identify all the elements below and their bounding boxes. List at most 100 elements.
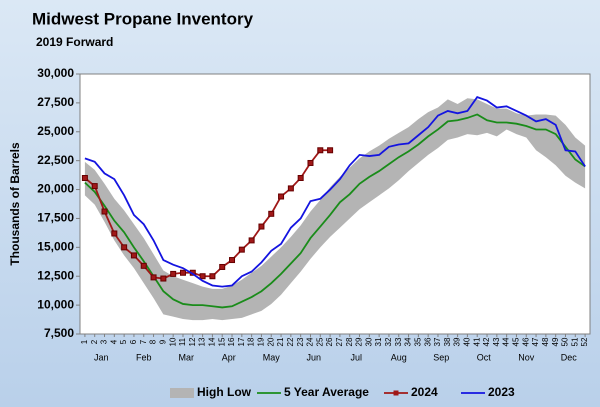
x-tick-label: 49 — [551, 337, 560, 346]
x-tick-label: 23 — [296, 337, 305, 346]
series-marker — [248, 237, 255, 244]
month-label: Aug — [391, 352, 407, 362]
x-tick-label: 31 — [374, 337, 383, 346]
x-tick-label: 43 — [492, 337, 501, 346]
x-tick-label: 15 — [217, 337, 226, 346]
y-tick-label: 25,000 — [37, 124, 74, 138]
x-tick-label: 50 — [561, 337, 570, 346]
y-tick-label: 10,000 — [37, 297, 74, 311]
x-tick-label: 8 — [149, 339, 158, 344]
x-tick-label: 17 — [237, 337, 246, 346]
x-tick-label: 16 — [227, 337, 236, 346]
series-marker — [268, 210, 275, 217]
x-tick-label: 3 — [100, 339, 109, 344]
x-tick-label: 10 — [168, 337, 177, 346]
x-tick-label: 22 — [286, 337, 295, 346]
series-marker — [238, 246, 245, 253]
series-marker — [160, 275, 167, 282]
x-tick-label: 40 — [463, 337, 472, 346]
x-tick-label: 52 — [580, 337, 589, 346]
series-marker — [140, 262, 147, 269]
x-tick-label: 27 — [335, 337, 344, 346]
x-tick-label: 14 — [208, 337, 217, 346]
x-tick-label: 37 — [433, 337, 442, 346]
x-tick-label: 21 — [276, 337, 285, 346]
series-marker — [258, 223, 265, 230]
y-tick-label: 20,000 — [37, 182, 74, 196]
month-label: Dec — [561, 352, 578, 362]
series-marker — [209, 273, 216, 280]
x-tick-label: 48 — [541, 337, 550, 346]
month-label: Mar — [179, 352, 195, 362]
x-tick-label: 20 — [266, 337, 275, 346]
legend-swatch — [393, 390, 399, 396]
y-tick-label: 7,500 — [44, 326, 74, 340]
y-tick-label: 30,000 — [37, 66, 74, 80]
y-tick-label: 27,500 — [37, 95, 74, 109]
series-marker — [101, 208, 108, 215]
x-tick-label: 24 — [306, 337, 315, 346]
x-tick-label: 35 — [413, 337, 422, 346]
series-marker — [121, 244, 128, 251]
y-axis-label: Thousands of Barrels — [8, 142, 22, 266]
x-tick-label: 47 — [531, 337, 540, 346]
legend-label: High Low — [197, 385, 252, 399]
x-tick-label: 44 — [502, 337, 511, 346]
series-marker — [229, 257, 236, 264]
y-tick-label: 17,500 — [37, 211, 74, 225]
month-label: Apr — [222, 352, 236, 362]
x-tick-label: 5 — [119, 339, 128, 344]
x-tick-label: 45 — [512, 337, 521, 346]
x-tick-label: 36 — [423, 337, 432, 346]
x-tick-label: 9 — [158, 339, 167, 344]
x-tick-label: 7 — [139, 339, 148, 344]
chart-title: Midwest Propane Inventory — [32, 9, 254, 28]
series-marker — [179, 269, 186, 276]
legend-label: 2023 — [488, 385, 515, 399]
x-tick-label: 6 — [129, 339, 138, 344]
x-tick-label: 11 — [178, 337, 187, 346]
month-label: Nov — [518, 352, 535, 362]
x-tick-label: 46 — [521, 337, 530, 346]
x-tick-label: 1 — [80, 339, 89, 344]
x-tick-label: 29 — [355, 337, 364, 346]
series-marker — [81, 175, 88, 181]
y-tick-label: 12,500 — [37, 268, 74, 282]
x-tick-label: 26 — [325, 337, 334, 346]
x-tick-label: 38 — [443, 337, 452, 346]
x-tick-label: 34 — [404, 337, 413, 346]
series-marker — [297, 175, 304, 181]
x-tick-label: 41 — [472, 337, 481, 346]
month-label: Sep — [433, 352, 449, 362]
series-marker — [219, 263, 226, 270]
legend-label: 5 Year Average — [284, 385, 369, 399]
x-tick-label: 2 — [90, 339, 99, 344]
month-label: Jun — [306, 352, 321, 362]
x-tick-label: 13 — [198, 337, 207, 346]
x-tick-label: 51 — [570, 337, 579, 346]
series-marker — [130, 252, 137, 259]
month-label: Jan — [94, 352, 109, 362]
x-tick-label: 30 — [364, 337, 373, 346]
x-tick-label: 28 — [345, 337, 354, 346]
series-marker — [327, 147, 334, 154]
x-tick-label: 33 — [394, 337, 403, 346]
y-tick-label: 15,000 — [37, 240, 74, 254]
chart-subtitle: 2019 Forward — [36, 35, 113, 49]
x-tick-label: 25 — [315, 337, 324, 346]
series-marker — [287, 185, 294, 192]
x-tick-label: 42 — [482, 337, 491, 346]
x-tick-label: 12 — [188, 337, 197, 346]
series-marker — [278, 193, 285, 200]
month-label: May — [263, 352, 281, 362]
legend-swatch — [170, 388, 194, 398]
series-line — [84, 96, 586, 288]
x-tick-label: 19 — [257, 337, 266, 346]
month-label: Oct — [477, 352, 492, 362]
legend-label: 2024 — [411, 385, 438, 399]
series-marker — [307, 159, 314, 166]
series-marker — [199, 273, 206, 280]
x-tick-label: 32 — [384, 337, 393, 346]
